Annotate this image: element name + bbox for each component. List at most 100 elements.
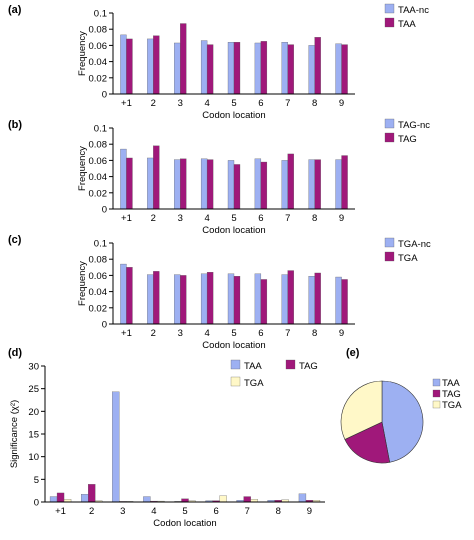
- x-tick-label: 5: [231, 98, 236, 109]
- y-tick-label: 0.1: [94, 9, 107, 20]
- x-tick-label: 5: [231, 213, 236, 224]
- legend-swatch: [432, 389, 441, 398]
- x-tick-label: 2: [151, 98, 156, 109]
- bar-taa-7: [287, 44, 294, 95]
- panel-d: (d) 0 5 10 15 20 25 30 +1 2 3 4 5 6 7 8 9 Codon location S…: [8, 347, 325, 529]
- x-tick-label: 7: [245, 506, 250, 517]
- legend-swatch: [432, 400, 441, 409]
- panel-c: (c) 0 0.02 0.04 0.06 0.08 0.1 +1 2 3 4 5 6 7 8 9 Codon l…: [8, 234, 431, 351]
- bar-tga-4: [206, 272, 214, 325]
- y-tick-label: 15: [28, 430, 39, 441]
- y-tick-label: 0.1: [94, 239, 107, 250]
- x-tick-label: 4: [204, 213, 209, 224]
- y-tick-label: 0.08: [89, 25, 108, 36]
- y-tick-label: 0.1: [94, 124, 107, 135]
- bar-tag-2: [153, 145, 160, 210]
- x-tick-label: +1: [121, 328, 132, 339]
- legend-label: TAA: [398, 19, 416, 30]
- bar-tag-nc-4: [200, 158, 208, 210]
- x-tick-label: 3: [120, 506, 125, 517]
- panel-label: (e): [346, 347, 360, 359]
- legend-label: TAG: [299, 361, 318, 372]
- x-tick-label: +1: [121, 98, 132, 109]
- bar-taa-nc-5: [227, 42, 235, 95]
- x-axis-title: Codon location: [202, 110, 265, 121]
- bar-tga-nc-9: [335, 276, 342, 325]
- bar-tga-5: [233, 276, 241, 325]
- x-tick-label: 9: [339, 98, 344, 109]
- legend-label: TAG: [442, 389, 461, 400]
- bar-tag-1: [126, 157, 133, 210]
- bar-taa-9: [341, 44, 348, 95]
- bar-taa-9: [298, 493, 307, 503]
- legend-label: TAA-nc: [398, 5, 429, 16]
- bar-tga-nc-8: [308, 276, 315, 325]
- bar-taa-1: [49, 496, 58, 503]
- bar-tag-5: [233, 164, 241, 210]
- y-tick-label: 0.06: [89, 156, 108, 167]
- pie-slice-tga: [340, 380, 383, 440]
- y-axis-title: Frequency: [77, 146, 88, 191]
- pie-slice-tag: [344, 421, 391, 464]
- x-tick-label: 2: [151, 213, 156, 224]
- x-tick-label: 4: [204, 98, 209, 109]
- y-axis-title: Frequency: [77, 31, 88, 76]
- y-tick-label: 0: [102, 90, 107, 101]
- bar-tag-nc-5: [227, 160, 235, 210]
- panel-label: (c): [8, 234, 22, 246]
- bar-taa-nc-2: [147, 38, 154, 95]
- x-tick-label: 2: [89, 506, 94, 517]
- legend-swatch: [432, 378, 441, 387]
- y-tick-label: 30: [28, 362, 39, 373]
- y-tick-label: 0.08: [89, 140, 108, 151]
- legend-swatch: [285, 359, 296, 370]
- bar-taa-3: [180, 23, 187, 95]
- bar-taa-nc-3: [174, 42, 181, 95]
- y-tick-label: 0.04: [89, 287, 108, 298]
- y-tick-label: 0.02: [89, 73, 108, 84]
- legend-swatch: [230, 376, 241, 387]
- bar-tga-nc-7: [281, 274, 288, 325]
- bar-tag-nc-8: [308, 159, 315, 210]
- bar-taa-8: [314, 37, 321, 95]
- legend-swatch: [384, 3, 395, 14]
- bar-tag-4: [206, 159, 214, 210]
- bar-tag-nc-2: [147, 157, 154, 210]
- bar-tag-nc-9: [335, 159, 342, 210]
- x-tick-label: 8: [276, 506, 281, 517]
- bar-tga-nc-2: [147, 274, 154, 325]
- x-tick-label: 6: [258, 328, 263, 339]
- x-axis-title: Codon location: [153, 518, 216, 529]
- bar-taa-nc-9: [335, 43, 342, 95]
- bar-taa-nc-1: [120, 34, 127, 95]
- y-tick-label: 0.04: [89, 172, 108, 183]
- bar-tag-2: [88, 484, 96, 503]
- y-tick-label: 0.06: [89, 271, 108, 282]
- x-tick-label: 6: [258, 98, 263, 109]
- y-tick-label: 20: [28, 407, 39, 418]
- legend-label: TGA-nc: [398, 239, 431, 250]
- x-tick-label: 3: [178, 328, 183, 339]
- legend-swatch: [384, 132, 395, 143]
- x-tick-label: 5: [231, 328, 236, 339]
- bar-tga-nc-6: [254, 273, 262, 325]
- y-tick-label: 5: [34, 475, 39, 486]
- x-tick-label: 5: [182, 506, 187, 517]
- legend-swatch: [384, 17, 395, 28]
- bar-tga-6: [219, 495, 227, 503]
- x-tick-label: 2: [151, 328, 156, 339]
- y-tick-label: 0.02: [89, 188, 108, 199]
- bar-tga-nc-4: [200, 273, 208, 325]
- legend-label: TGA: [244, 378, 264, 389]
- legend-label: TAA: [442, 378, 460, 389]
- bar-tga-nc-5: [227, 273, 235, 325]
- x-tick-label: 6: [213, 506, 218, 517]
- bar-taa-4: [143, 496, 151, 503]
- y-axis-title: Significance (χ²): [9, 400, 20, 468]
- bar-taa-nc-4: [200, 40, 208, 95]
- x-tick-label: 6: [258, 213, 263, 224]
- bar-taa-3: [112, 391, 120, 503]
- bar-taa-4: [206, 44, 214, 95]
- bar-tga-7: [287, 270, 294, 325]
